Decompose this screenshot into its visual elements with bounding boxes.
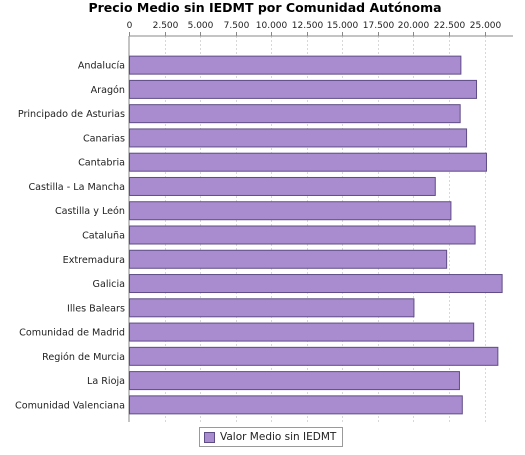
x-tick-label: 17.500 <box>363 21 395 31</box>
bar <box>129 274 503 294</box>
bar <box>129 104 461 124</box>
legend-label: Valor Medio sin IEDMT <box>220 431 337 443</box>
bar <box>129 201 452 221</box>
x-tick-label: 22.500 <box>434 21 466 31</box>
bar <box>129 55 462 75</box>
category-label: Castilla y León <box>55 205 125 217</box>
bar <box>129 128 468 148</box>
x-tick-label: 25.000 <box>470 21 502 31</box>
category-label: Extremadura <box>63 255 125 266</box>
chart-title: Precio Medio sin IEDMT por Comunidad Aut… <box>88 0 441 15</box>
category-label: Principado de Asturias <box>18 109 125 120</box>
x-tick-label: 2.500 <box>153 21 179 31</box>
x-tick-label: 0 <box>127 21 133 31</box>
category-label: Galicia <box>93 279 125 290</box>
category-label: Región de Murcia <box>42 351 125 363</box>
x-axis: 0 2.500 5.000 7.500 10.000 12.500 15.000 17.500… <box>127 21 513 422</box>
x-tick-label: 7.500 <box>224 21 250 31</box>
x-tick-label: 20.000 <box>398 21 430 31</box>
bar <box>129 346 499 366</box>
category-labels: Andalucía Aragón Principado de Asturias Can… <box>15 60 125 412</box>
legend-swatch <box>204 431 215 443</box>
category-label: Aragón <box>91 84 125 96</box>
bars <box>129 55 503 415</box>
bar <box>129 225 476 245</box>
x-tick-label: 15.000 <box>327 21 359 31</box>
category-label: Illes Balears <box>67 303 125 314</box>
category-label: Comunidad de Madrid <box>19 328 125 339</box>
category-label: Comunidad Valenciana <box>15 400 125 411</box>
category-label: Castilla - La Mancha <box>28 182 125 193</box>
category-label: Cataluña <box>82 231 125 242</box>
bar <box>129 249 448 269</box>
category-label: La Rioja <box>87 376 125 387</box>
x-tick-label: 12.500 <box>292 21 324 31</box>
x-tick-label: 10.000 <box>256 21 288 31</box>
bar <box>129 395 463 415</box>
bar <box>129 152 487 172</box>
category-label: Andalucía <box>78 60 125 72</box>
bar <box>129 322 475 342</box>
bar <box>129 176 436 196</box>
legend: Valor Medio sin IEDMT <box>199 427 344 447</box>
bar <box>129 298 415 318</box>
bar <box>129 79 478 99</box>
bar <box>129 371 460 391</box>
x-tick-label: 5.000 <box>188 21 214 31</box>
category-label: Cantabria <box>78 158 125 169</box>
category-label: Canarias <box>83 133 125 144</box>
